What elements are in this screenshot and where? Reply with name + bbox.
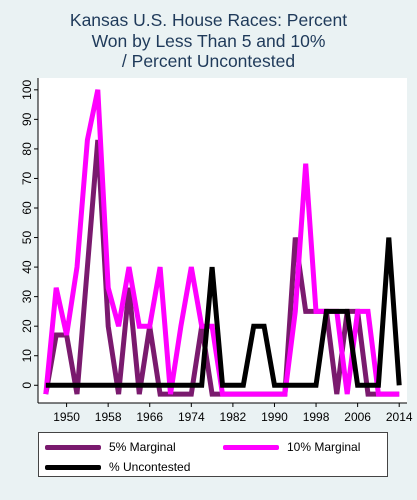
- legend-label-uncontested: % Uncontested: [109, 460, 191, 474]
- series-lines: [43, 89, 402, 397]
- y-tick-label: 10: [20, 349, 34, 363]
- x-tick-label: 2014: [386, 410, 413, 424]
- x-tick-label: 2006: [344, 410, 371, 424]
- legend: 5% Marginal 10% Marginal % Uncontested: [38, 432, 388, 477]
- x-tick-label: 1982: [220, 410, 247, 424]
- y-tick-label: 90: [20, 112, 34, 126]
- y-axis-ticks: 0 10 20 30 40 50 60 70 80 90 100: [20, 79, 38, 389]
- legend-swatch-5pct: [45, 444, 101, 450]
- legend-item-5pct: 5% Marginal: [45, 440, 176, 454]
- x-axis-ticks: 1950 1958 1966 1974 1982 1990 1998 2006 2014: [53, 403, 413, 424]
- y-tick-label: 50: [20, 231, 34, 245]
- y-tick-label: 70: [20, 171, 34, 185]
- y-tick-label: 20: [20, 319, 34, 333]
- legend-swatch-10pct: [223, 444, 279, 450]
- title-line-2: Won by Less Than 5 and 10%: [91, 30, 326, 51]
- series-line-2: [43, 89, 400, 397]
- x-tick-label: 1966: [136, 410, 163, 424]
- x-tick-label: 1950: [53, 410, 80, 424]
- y-tick-label: 30: [20, 290, 34, 304]
- title-line-1: Kansas U.S. House Races: Percent: [69, 10, 348, 30]
- x-tick-label: 1990: [261, 410, 288, 424]
- y-tick-label: 80: [20, 142, 34, 156]
- x-tick-label: 1998: [303, 410, 330, 424]
- legend-label-10pct: 10% Marginal: [287, 440, 361, 454]
- legend-swatch-uncontested: [45, 464, 101, 470]
- y-tick-label: 0: [20, 382, 34, 389]
- x-tick-label: 1958: [95, 410, 122, 424]
- legend-item-10pct: 10% Marginal: [223, 440, 360, 454]
- y-tick-label: 60: [20, 201, 34, 215]
- y-tick-label: 40: [20, 260, 34, 274]
- series-line-3: [45, 237, 402, 388]
- x-tick-label: 1974: [178, 410, 205, 424]
- y-tick-label: 100: [20, 79, 34, 99]
- legend-item-uncontested: % Uncontested: [45, 460, 190, 474]
- chart-title: Kansas U.S. House Races: Percent Won by …: [0, 10, 417, 72]
- title-line-3: / Percent Uncontested: [121, 51, 296, 71]
- legend-label-5pct: 5% Marginal: [109, 440, 176, 454]
